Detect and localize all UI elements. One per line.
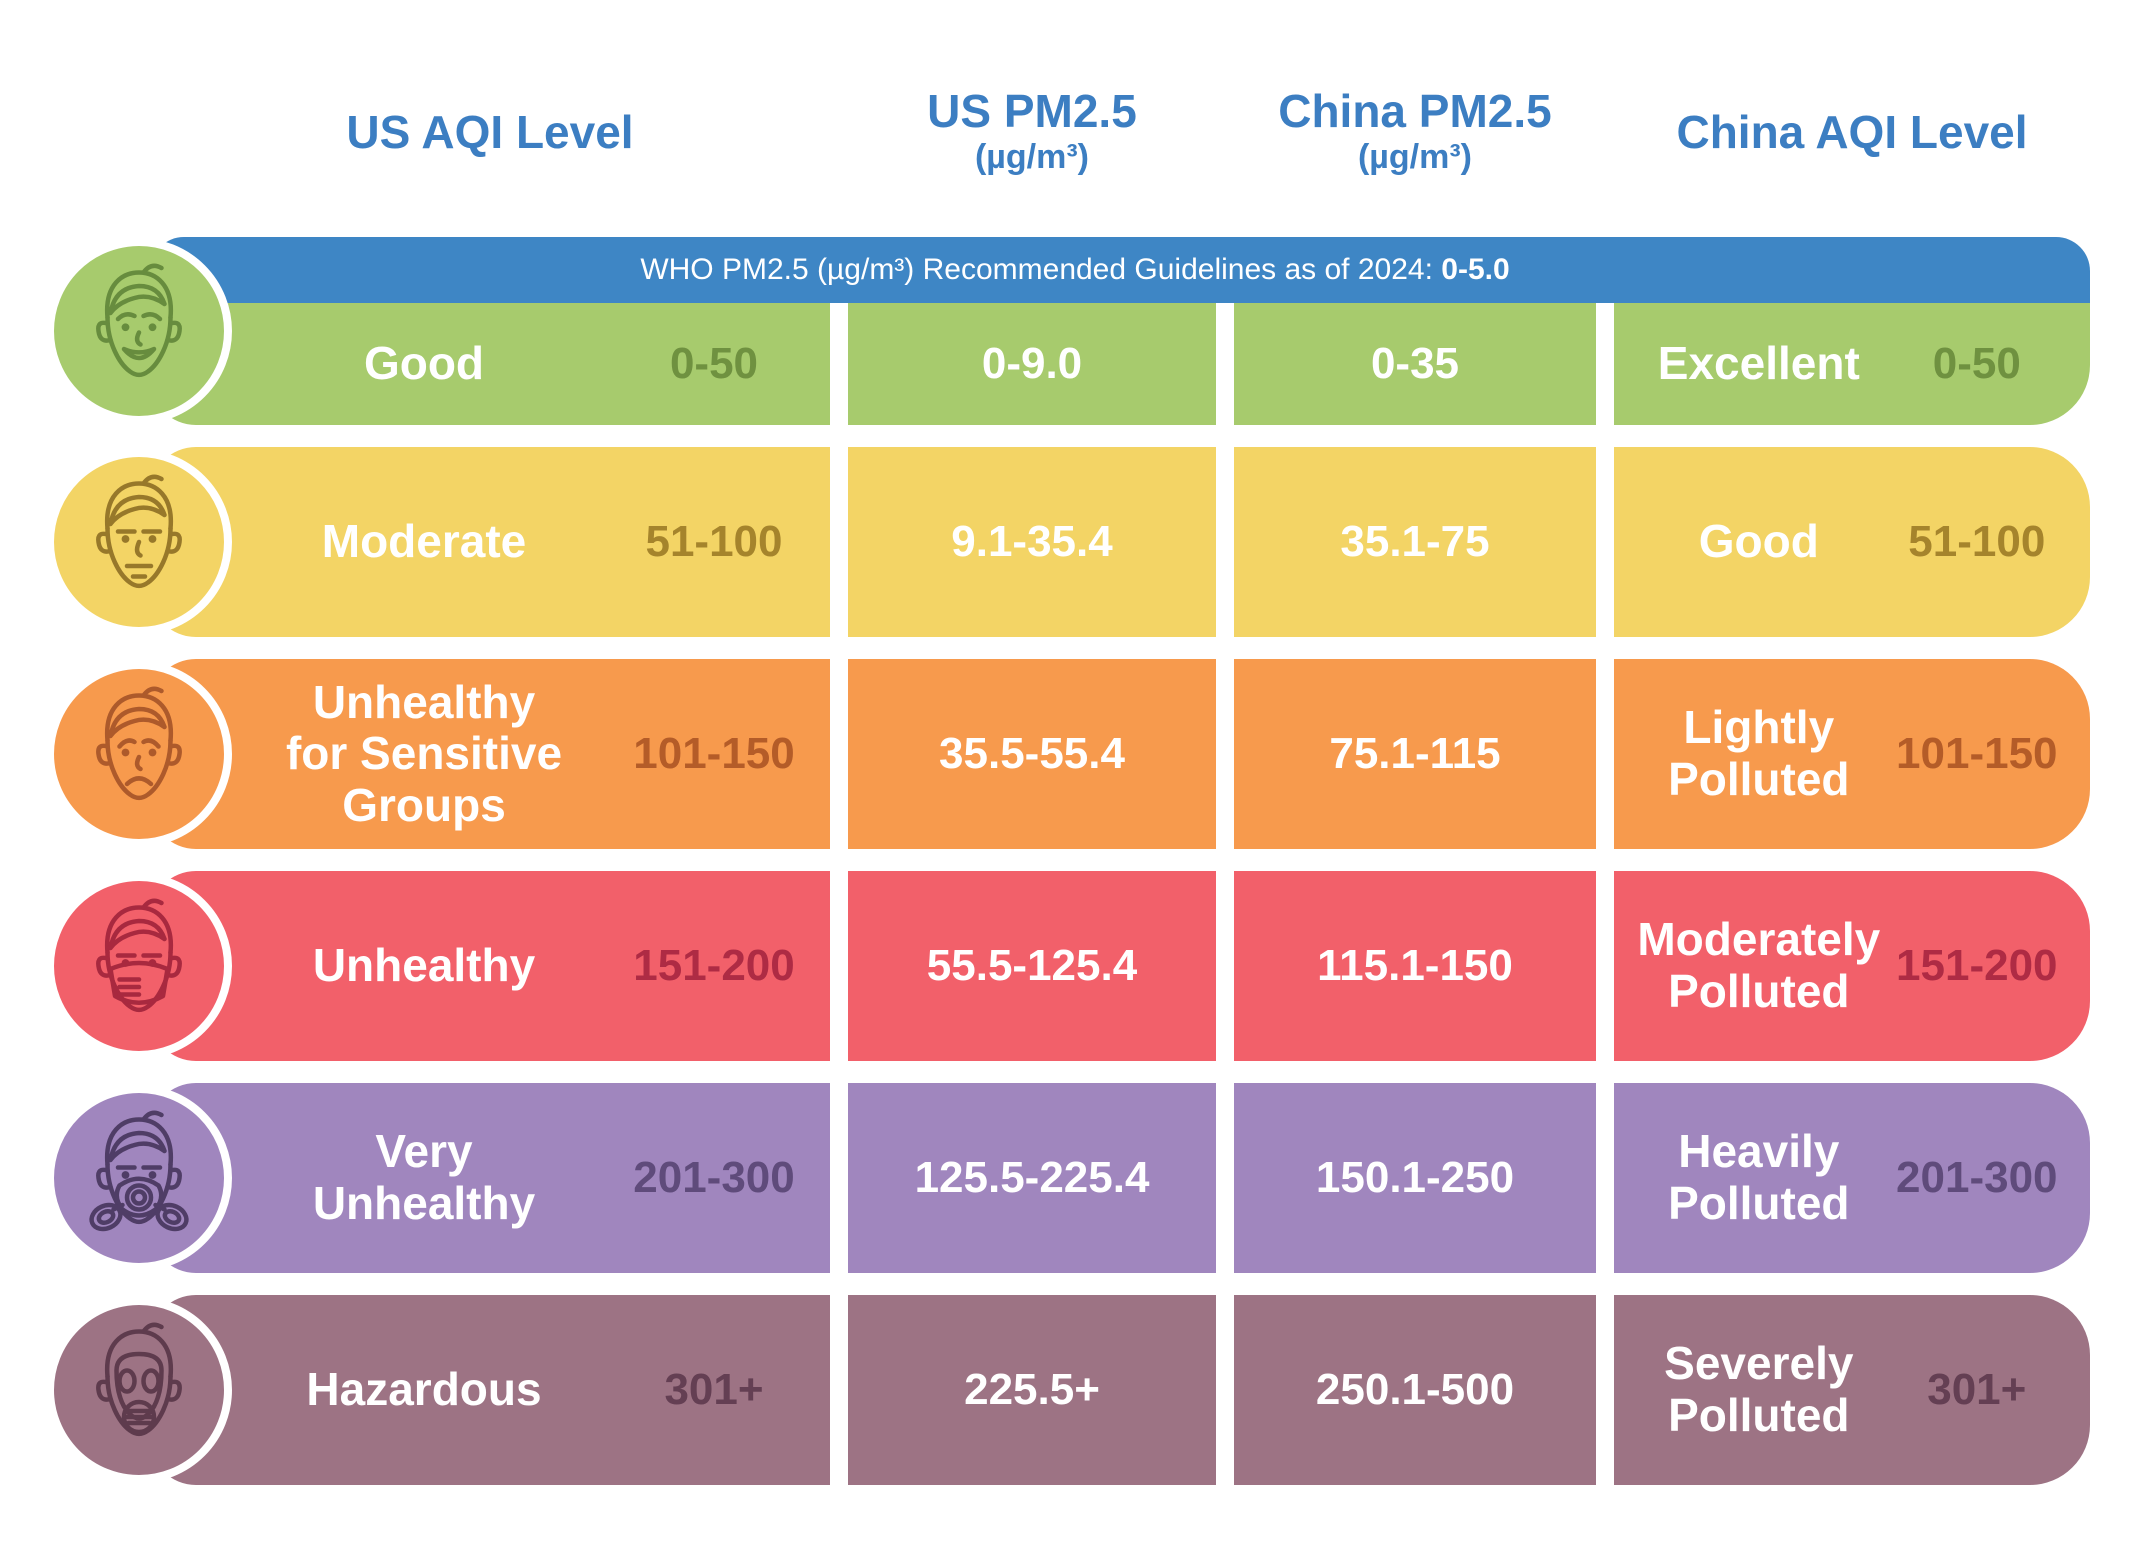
china-aqi-range: 51-100	[1908, 517, 2046, 566]
us-level-label: Moderate	[321, 515, 527, 568]
aqi-row-moderate: Moderate 51-100 9.1-35.4 35.1-75 Good 51…	[0, 447, 2134, 637]
china-level-label: Severely Polluted	[1664, 1337, 1854, 1441]
us-aqi-range: 51-100	[645, 517, 783, 566]
header-title: China PM2.5	[1278, 85, 1552, 138]
us-pm25-cell: 125.5-225.4	[848, 1083, 1216, 1273]
aqi-row-unhealthy: Unhealthy 151-200 55.5-125.4 115.1-150 M…	[0, 871, 2134, 1061]
china-level-cell: Good 51-100	[1614, 447, 2090, 637]
aqi-row-very-unhealthy: Very Unhealthy 201-300 125.5-225.4 150.1…	[0, 1083, 2134, 1273]
china-pm25-cell: 35.1-75	[1234, 447, 1596, 637]
us-pm25-cell: 55.5-125.4	[848, 871, 1216, 1061]
china-level-cell: Heavily Polluted 201-300	[1614, 1083, 2090, 1273]
china-pm25-cell: 75.1-115	[1234, 659, 1596, 849]
us-level-label: Good	[363, 337, 485, 390]
us-level-cell: Unhealthy for Sensitive Groups 101-150	[150, 659, 830, 849]
gas-mask-face-icon	[46, 1297, 232, 1483]
us-aqi-range: 301+	[664, 1365, 764, 1414]
header-china-aqi-level: China AQI Level	[1614, 48, 2090, 216]
us-aqi-range: 0-50	[669, 339, 759, 388]
china-level-cell: Lightly Polluted 101-150	[1614, 659, 2090, 849]
who-guideline-text: WHO PM2.5 (µg/m³) Recommended Guidelines…	[640, 253, 1509, 287]
happy-face-icon	[46, 238, 232, 424]
china-pm25-value: 150.1-250	[1315, 1153, 1515, 1202]
us-aqi-range: 101-150	[633, 729, 795, 778]
header-title: China AQI Level	[1676, 105, 2028, 158]
china-level-label: Heavily Polluted	[1668, 1125, 1850, 1229]
us-pm25-value: 35.5-55.4	[939, 729, 1125, 778]
header-us-aqi-level: US AQI Level	[150, 48, 830, 216]
aqi-row-good: Good 0-50 0-9.0 0-35 Excellent 0-50	[0, 238, 2134, 425]
us-pm25-cell: 9.1-35.4	[848, 447, 1216, 637]
china-aqi-range: 0-50	[1932, 339, 2021, 388]
china-pm25-value: 0-35	[1370, 339, 1460, 388]
who-guideline-value: 0-5.0	[1441, 253, 1510, 286]
china-pm25-cell: 250.1-500	[1234, 1295, 1596, 1485]
china-aqi-range: 151-200	[1896, 941, 2058, 990]
respirator-face-icon	[46, 1085, 232, 1271]
header-us-pm25: US PM2.5 (µg/m³)	[848, 48, 1216, 216]
header-title: US AQI Level	[346, 105, 634, 158]
us-pm25-cell: 0-9.0	[848, 303, 1216, 425]
china-pm25-cell: 115.1-150	[1234, 871, 1596, 1061]
china-level-label: Excellent	[1657, 337, 1860, 390]
us-pm25-value: 55.5-125.4	[926, 941, 1138, 990]
china-pm25-value: 115.1-150	[1317, 941, 1513, 990]
china-pm25-cell: 0-35	[1234, 303, 1596, 425]
china-pm25-cell: 150.1-250	[1234, 1083, 1596, 1273]
us-pm25-cell: 35.5-55.4	[848, 659, 1216, 849]
china-aqi-range: 101-150	[1896, 729, 2058, 778]
china-level-cell: Moderately Polluted 151-200	[1614, 871, 2090, 1061]
us-pm25-cell: 225.5+	[848, 1295, 1216, 1485]
us-level-label: Very Unhealthy	[312, 1125, 536, 1229]
aqi-row-hazardous: Hazardous 301+ 225.5+ 250.1-500 Severely…	[0, 1295, 2134, 1485]
china-level-cell: Excellent 0-50	[1614, 303, 2090, 425]
us-level-cell: Unhealthy 151-200	[150, 871, 830, 1061]
china-aqi-range: 301+	[1927, 1365, 2027, 1414]
us-level-cell: Good 0-50	[150, 303, 830, 425]
us-pm25-value: 125.5-225.4	[914, 1153, 1150, 1202]
china-level-cell: Severely Polluted 301+	[1614, 1295, 2090, 1485]
sad-face-icon	[46, 661, 232, 847]
china-level-label: Lightly Polluted	[1668, 701, 1850, 805]
us-level-label: Unhealthy	[312, 939, 536, 992]
us-level-cell: Very Unhealthy 201-300	[150, 1083, 830, 1273]
us-level-cell: Hazardous 301+	[150, 1295, 830, 1485]
china-pm25-value: 75.1-115	[1329, 729, 1501, 778]
china-level-label: Moderately Polluted	[1637, 913, 1881, 1017]
us-level-cell: Moderate 51-100	[150, 447, 830, 637]
us-aqi-range: 201-300	[633, 1153, 795, 1202]
us-pm25-value: 0-9.0	[981, 339, 1083, 388]
china-aqi-range: 201-300	[1896, 1153, 2058, 1202]
china-level-label: Good	[1698, 515, 1819, 568]
who-guideline-prefix: WHO PM2.5 (µg/m³) Recommended Guidelines…	[640, 253, 1442, 286]
header-subtitle: (µg/m³)	[1357, 137, 1472, 176]
us-pm25-value: 9.1-35.4	[951, 517, 1113, 566]
header-title: US PM2.5	[927, 85, 1137, 138]
us-level-label: Hazardous	[306, 1363, 542, 1416]
china-pm25-value: 35.1-75	[1340, 517, 1490, 566]
us-aqi-range: 151-200	[633, 941, 795, 990]
us-pm25-value: 225.5+	[964, 1365, 1100, 1414]
masked-face-icon	[46, 873, 232, 1059]
china-pm25-value: 250.1-500	[1315, 1365, 1515, 1414]
who-guideline-banner: WHO PM2.5 (µg/m³) Recommended Guidelines…	[150, 237, 2090, 303]
header-china-pm25: China PM2.5 (µg/m³)	[1234, 48, 1596, 216]
us-level-label: Unhealthy for Sensitive Groups	[285, 675, 563, 831]
neutral-face-icon	[46, 449, 232, 635]
aqi-row-usg: Unhealthy for Sensitive Groups 101-150 3…	[0, 659, 2134, 849]
header-subtitle: (µg/m³)	[974, 137, 1089, 176]
